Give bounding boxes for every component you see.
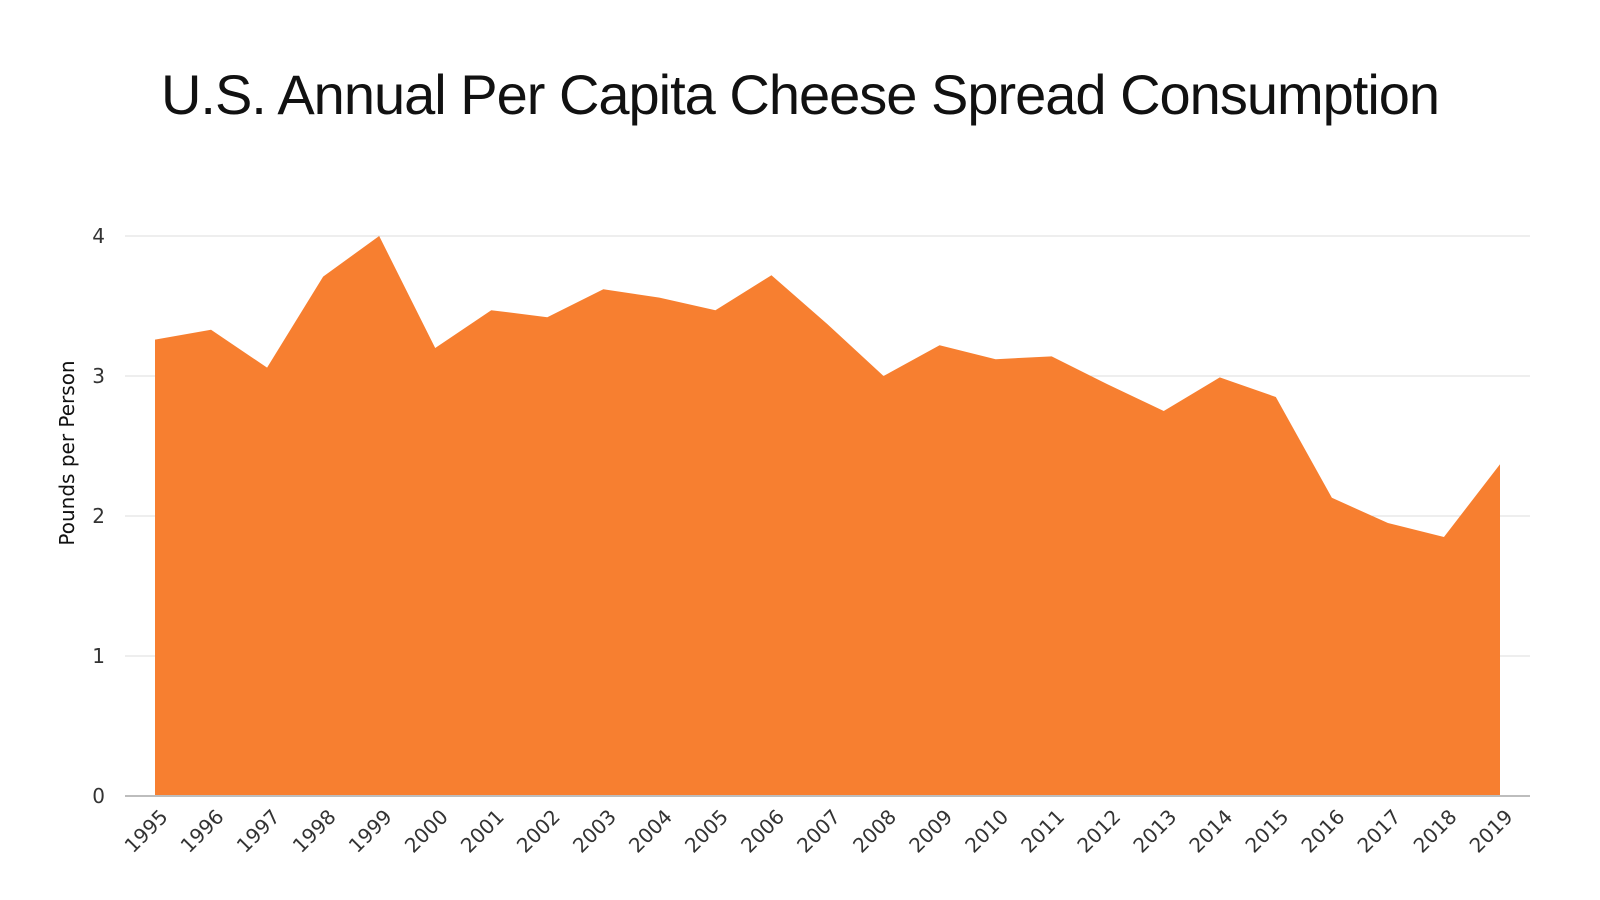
x-tick-label: 1998 [288, 805, 341, 858]
x-tick-label: 1996 [176, 805, 229, 858]
area-fill [155, 236, 1500, 796]
x-tick-label: 1997 [232, 805, 285, 858]
chart-title: U.S. Annual Per Capita Cheese Spread Con… [160, 63, 1440, 126]
x-tick-label: 2014 [1184, 805, 1237, 858]
x-tick-label: 2001 [456, 805, 509, 858]
y-axis-title: Pounds per Person [55, 360, 79, 545]
y-tick-label: 2 [92, 504, 105, 528]
y-tick-label: 4 [92, 224, 105, 248]
x-tick-label: 2010 [960, 805, 1013, 858]
y-tick-label: 3 [92, 364, 105, 388]
x-tick-label: 2018 [1409, 805, 1462, 858]
y-tick-label: 1 [92, 644, 105, 668]
y-axis-ticks: 0 1 2 3 4 [92, 224, 105, 808]
x-tick-label: 2009 [904, 805, 957, 858]
x-tick-label: 2007 [792, 805, 845, 858]
x-tick-label: 2017 [1352, 805, 1405, 858]
x-axis-ticks: 1995 1996 1997 1998 1999 2000 2001 2002 2003 2004… [120, 805, 1518, 858]
x-tick-label: 2000 [400, 805, 453, 858]
x-tick-label: 1999 [344, 805, 397, 858]
x-tick-label: 2005 [680, 805, 733, 858]
x-tick-label: 2003 [568, 805, 621, 858]
x-tick-label: 2015 [1240, 805, 1293, 858]
x-tick-label: 2011 [1016, 805, 1069, 858]
x-tick-label: 2006 [736, 805, 789, 858]
area-series [155, 236, 1500, 796]
x-tick-label: 2013 [1128, 805, 1181, 858]
x-tick-label: 2004 [624, 805, 677, 858]
x-tick-label: 2019 [1465, 805, 1518, 858]
x-tick-label: 2008 [848, 805, 901, 858]
y-tick-label: 0 [92, 784, 105, 808]
x-tick-label: 2002 [512, 805, 565, 858]
x-tick-label: 1995 [120, 805, 173, 858]
x-tick-label: 2012 [1072, 805, 1125, 858]
x-tick-label: 2016 [1296, 805, 1349, 858]
